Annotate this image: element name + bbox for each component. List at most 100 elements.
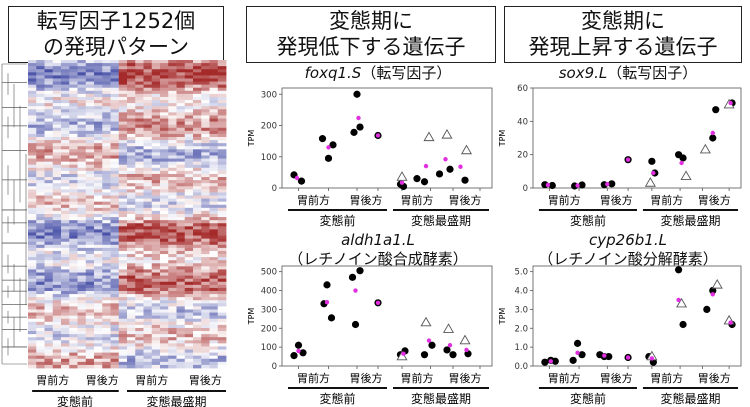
heatmap-cell <box>135 198 144 203</box>
heatmap-cell <box>209 170 219 175</box>
heatmap-cell <box>127 340 136 344</box>
heatmap-cell <box>110 349 120 353</box>
heatmap-cell <box>110 155 120 159</box>
heatmap-cell <box>168 78 177 82</box>
heatmap-cell <box>102 263 111 267</box>
heatmap-cell <box>102 272 111 276</box>
heatmap-cell <box>217 155 227 159</box>
y-tick-label: 4.0 <box>514 287 528 297</box>
heatmap-cell <box>77 266 87 270</box>
heatmap-cell <box>151 349 161 353</box>
heatmap-cell <box>209 112 219 116</box>
heatmap-cell <box>168 195 177 199</box>
heatmap-cell <box>77 198 87 203</box>
mean-point <box>423 163 429 169</box>
heatmap-cell <box>85 327 95 332</box>
heatmap-cell <box>69 217 78 221</box>
heatmap-cell <box>69 334 78 338</box>
heatmap-cell <box>69 257 78 261</box>
heatmap-cell <box>52 106 62 110</box>
heatmap-cell <box>184 297 194 301</box>
heatmap-cell <box>135 303 144 307</box>
heatmap-cell <box>69 241 78 246</box>
heatmap-cell <box>44 355 54 360</box>
heatmap-cell <box>94 69 103 73</box>
x-group-label: 胃後方 <box>449 193 482 207</box>
heatmap-cell <box>102 152 111 156</box>
heatmap-cell <box>118 78 128 82</box>
heatmap-cell <box>77 137 87 141</box>
heatmap-cell <box>85 235 95 240</box>
heatmap-cell <box>160 180 169 184</box>
mean-point <box>676 297 681 303</box>
heatmap-cell <box>36 127 45 132</box>
heatmap-cell <box>184 346 194 350</box>
heatmap-cell <box>94 306 103 310</box>
heatmap-cell <box>94 180 103 184</box>
mean-point <box>545 182 551 188</box>
heatmap-cell <box>52 312 62 317</box>
heatmap-cell <box>135 180 144 184</box>
heatmap-cell <box>36 315 45 320</box>
heatmap-cell <box>176 238 186 243</box>
heatmap-cell <box>168 103 177 107</box>
heatmap-cell <box>135 361 144 366</box>
heatmap-cell <box>61 140 70 144</box>
heatmap-cell <box>69 355 78 360</box>
heatmap-cell <box>160 250 169 255</box>
heatmap-cell <box>201 312 210 317</box>
heatmap-cell <box>36 355 45 360</box>
heatmap-cell <box>127 155 136 159</box>
heatmap-cell <box>193 250 202 255</box>
heatmap-cell <box>184 238 194 243</box>
heatmap-cell <box>69 247 78 252</box>
heatmap-cell <box>102 87 111 92</box>
heatmap-cell <box>69 327 78 332</box>
heatmap-cell <box>217 90 227 95</box>
y-tick-label: 3.0 <box>514 305 528 315</box>
heatmap-cell <box>127 275 136 280</box>
heatmap-cell <box>94 334 103 338</box>
heatmap-cell <box>36 124 45 129</box>
heatmap-cell <box>52 69 62 73</box>
heatmap-cell <box>193 278 202 283</box>
heatmap-cell <box>28 294 37 298</box>
heatmap-cell <box>151 324 161 329</box>
heatmap-cell <box>118 337 128 341</box>
heatmap-cell <box>94 232 103 236</box>
heatmap-cell <box>135 195 144 199</box>
heatmap-cell <box>110 340 120 344</box>
heatmap-cell <box>168 60 177 64</box>
heatmap-cell <box>44 140 54 144</box>
heatmap-cell <box>69 361 78 366</box>
heatmap-cell <box>143 235 153 240</box>
heatmap-cell <box>102 143 111 147</box>
heatmap-cell <box>201 263 210 267</box>
heatmap-cell <box>52 155 62 159</box>
mean-point <box>710 292 715 297</box>
heatmap-cell <box>184 60 194 64</box>
heatmap-cell <box>77 327 87 332</box>
heatmap-cell <box>176 364 186 369</box>
heatmap-cell <box>176 284 186 289</box>
heatmap-cell <box>118 103 128 107</box>
heatmap-cell <box>69 260 78 264</box>
heatmap-cell <box>135 266 144 270</box>
heatmap-cell <box>209 195 219 199</box>
heatmap-cell <box>85 189 95 193</box>
heatmap-cell <box>102 349 111 353</box>
heatmap-cell <box>201 291 210 295</box>
heatmap-cell <box>118 294 128 298</box>
heatmap-cell <box>184 361 194 366</box>
heatmap-cell <box>52 133 62 138</box>
data-point <box>413 175 421 183</box>
heatmap-cell <box>110 140 120 144</box>
heatmap-cell <box>160 183 169 187</box>
heatmap-cell <box>110 318 120 323</box>
heatmap-cell <box>118 324 128 329</box>
heatmap-cell <box>184 318 194 323</box>
heatmap-cell <box>77 81 87 86</box>
heatmap-cell <box>44 173 54 178</box>
heatmap-cell <box>69 278 78 283</box>
heatmap-cell <box>143 146 153 150</box>
